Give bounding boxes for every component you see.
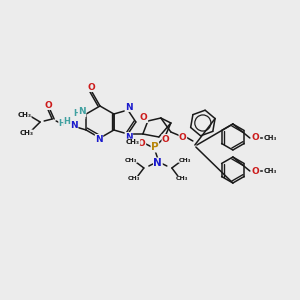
Text: CH₃: CH₃ [178,158,191,163]
Text: O: O [252,167,260,176]
Text: O: O [138,139,146,148]
Text: O: O [44,100,52,109]
Text: CH₃: CH₃ [126,139,140,145]
Text: N: N [95,134,103,143]
Text: N: N [70,122,78,130]
Text: O: O [252,134,260,142]
Text: P: P [151,142,159,152]
Text: N: N [77,110,85,118]
Text: O: O [87,82,95,91]
Text: CH₃: CH₃ [176,176,188,181]
Text: CH₃: CH₃ [124,158,137,163]
Text: N: N [78,107,86,116]
Text: H: H [64,118,70,127]
Text: N: N [125,103,133,112]
Text: O: O [162,134,170,143]
Text: CH₃: CH₃ [19,130,33,136]
Text: N: N [154,158,162,168]
Text: H: H [59,119,66,128]
Text: N: N [125,133,133,142]
Text: CH₃: CH₃ [263,135,277,141]
Text: CH₃: CH₃ [263,168,277,174]
Text: CH₃: CH₃ [128,176,140,181]
Text: CH₃: CH₃ [17,112,31,118]
Text: H: H [74,109,81,118]
Text: O: O [179,133,187,142]
Text: O: O [140,113,148,122]
